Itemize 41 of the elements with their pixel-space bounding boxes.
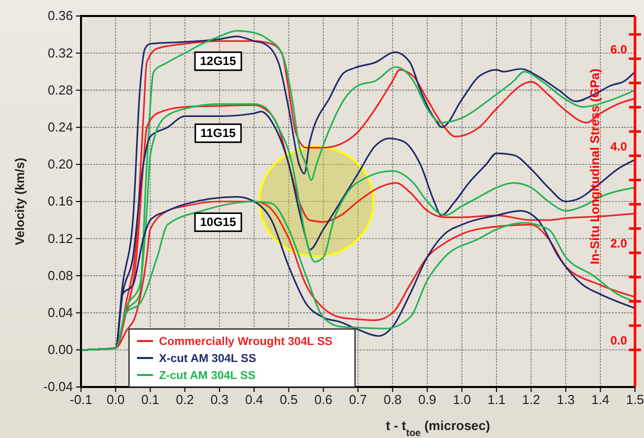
y-tick-label: -0.04 — [43, 379, 73, 394]
y-tick-label: 0.16 — [48, 194, 73, 209]
x-tick-label: 0.4 — [245, 392, 264, 408]
x-tick-label: 1.4 — [591, 392, 610, 408]
y2-tick-label: 6.0 — [610, 42, 628, 56]
y-tick-label: 0.20 — [48, 156, 73, 172]
x-tick-label: -0.1 — [70, 392, 92, 408]
x-tick-label: 1.2 — [522, 392, 540, 408]
y-axis-title: Velocity (km/s) — [13, 158, 27, 246]
x-tick-label: 0.9 — [418, 392, 436, 408]
x-tick-label: 0.3 — [210, 392, 229, 408]
x-tick-label: 0.2 — [176, 392, 194, 408]
annotation: 12G15 — [200, 54, 236, 68]
y-tick-label: 0.00 — [48, 342, 73, 358]
x-tick-label: 0.8 — [384, 392, 402, 408]
y-tick-label: 0.08 — [48, 268, 73, 283]
x-tick-label: 0.5 — [280, 392, 298, 408]
x-tick-label: 0.1 — [141, 392, 160, 408]
x-tick-label: 0.7 — [348, 392, 368, 408]
x-axis-title: t - t$_{toe}$ (microsec) — [386, 418, 490, 438]
y2-axis-title: In-Situ Longitudinal Stress (GPa) — [588, 68, 602, 264]
y2-tick-label: 2.0 — [610, 236, 628, 250]
legend-label: Commercially Wrought 304L SS — [159, 336, 333, 348]
y2-tick-label: 4.0 — [610, 139, 628, 154]
x-tick-label: 0.0 — [106, 392, 125, 408]
x-tick-label: 1.1 — [487, 392, 506, 408]
y-tick-label: 0.12 — [48, 230, 73, 246]
x-tick-label: 0.6 — [314, 392, 332, 408]
y-tick-label: 0.28 — [48, 82, 73, 98]
y2-tick-label: 0.0 — [610, 333, 628, 348]
x-tick-label: 1.0 — [452, 392, 471, 408]
x-tick-label: 1.3 — [556, 392, 575, 408]
y-tick-label: 0.32 — [48, 45, 73, 60]
x-tick-label: 1.5 — [626, 392, 644, 408]
legend-label: X-cut AM 304L SS — [159, 353, 256, 366]
y-tick-label: 0.04 — [48, 304, 73, 320]
annotation: 11G15 — [200, 126, 236, 140]
y-tick-label: 0.24 — [48, 119, 73, 134]
y-tick-label: 0.36 — [48, 8, 73, 24]
annotation: 10G15 — [200, 215, 236, 230]
legend-label: Z-cut AM 304L SS — [159, 370, 256, 382]
